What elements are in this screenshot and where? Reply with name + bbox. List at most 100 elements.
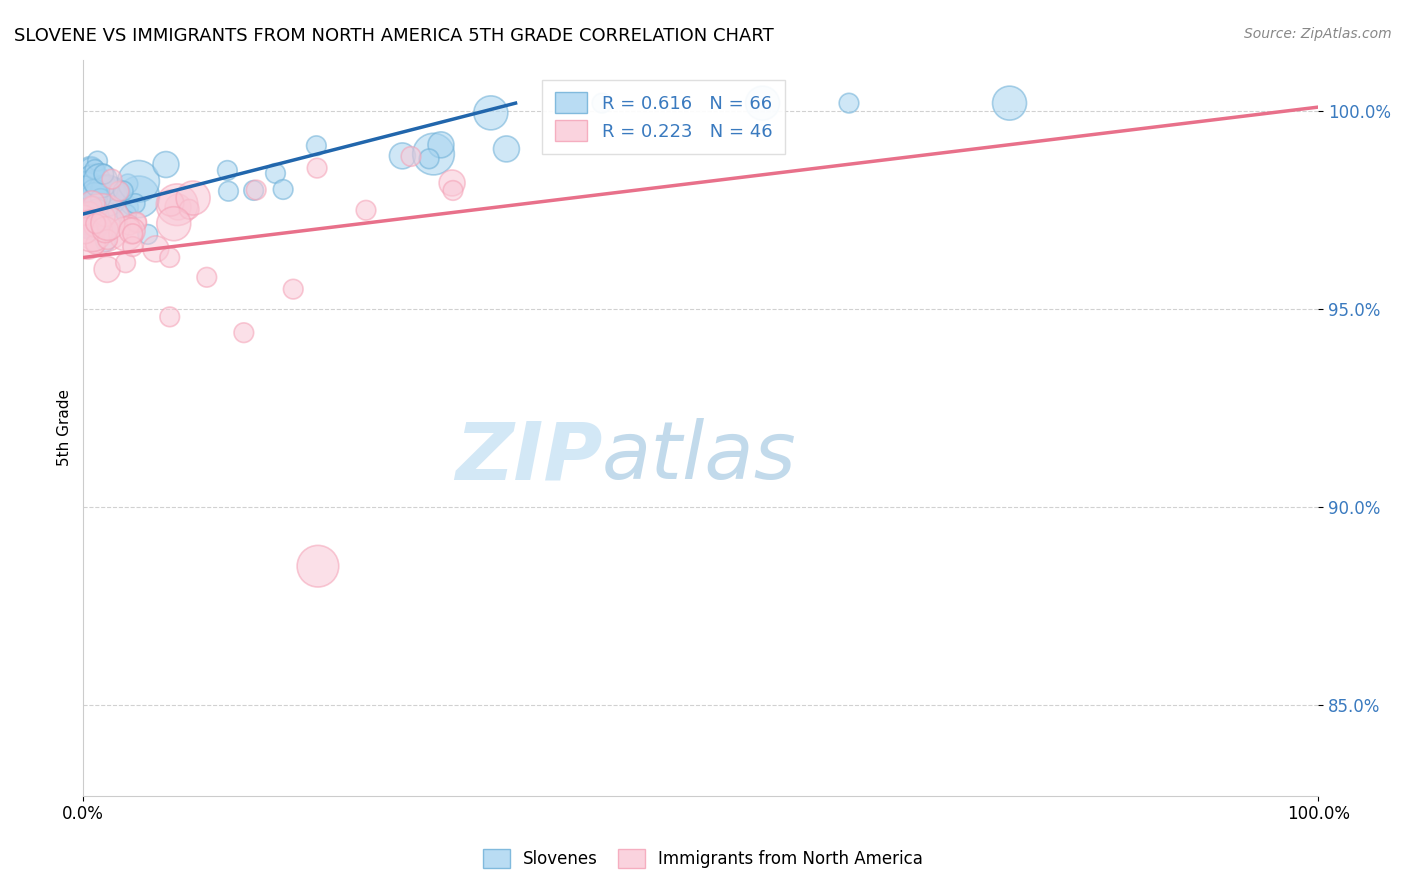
Point [181,191,204,205]
Point [73,206,96,220]
Point [75,197,97,211]
Point [112,184,135,198]
Point [163,217,186,231]
Point [479,106,502,120]
Point [79,188,101,202]
Point [125,215,148,229]
Point [100,186,122,201]
Point [86,202,108,216]
Point [159,310,181,324]
Point [159,251,181,265]
Point [117,177,139,191]
Point [121,224,143,238]
Point [160,196,183,211]
Text: Source: ZipAtlas.com: Source: ZipAtlas.com [1244,27,1392,41]
Point [80,197,103,211]
Point [121,239,143,253]
Point [218,184,240,198]
Point [73,208,96,222]
Point [89,189,111,203]
Point [418,152,440,166]
Point [115,207,138,221]
Point [422,147,444,161]
Legend: Slovenes, Immigrants from North America: Slovenes, Immigrants from North America [477,843,929,875]
Point [90,192,112,206]
Point [96,188,118,202]
Point [125,216,148,230]
Point [128,190,150,204]
Point [114,201,136,215]
Point [76,198,98,212]
Point [89,193,111,207]
Point [307,161,329,175]
Point [82,166,104,180]
Point [83,188,105,202]
Point [232,326,254,340]
Point [307,559,329,574]
Legend: R = 0.616   N = 66, R = 0.223   N = 46: R = 0.616 N = 66, R = 0.223 N = 46 [543,79,785,154]
Point [118,218,141,232]
Point [121,227,143,241]
Point [97,186,120,200]
Point [80,224,103,238]
Point [128,174,150,188]
Point [136,227,159,242]
Point [94,182,117,196]
Point [217,163,239,178]
Point [97,216,120,230]
Point [145,242,167,256]
Point [89,174,111,188]
Point [89,183,111,197]
Point [89,213,111,227]
Point [115,227,138,241]
Text: atlas: atlas [602,418,797,496]
Point [80,163,103,178]
Point [441,184,464,198]
Point [399,149,422,163]
Point [179,202,201,217]
Point [242,183,264,197]
Point [94,222,117,236]
Point [82,192,104,206]
Point [245,183,267,197]
Point [838,96,860,111]
Point [167,200,190,214]
Point [93,167,115,181]
Point [84,210,107,224]
Point [114,256,136,270]
Point [76,235,98,249]
Point [94,210,117,224]
Point [83,186,105,200]
Point [124,196,146,211]
Point [80,196,103,211]
Point [591,96,613,111]
Point [108,185,131,199]
Point [84,237,107,252]
Point [84,217,107,231]
Point [166,198,188,212]
Point [354,203,377,218]
Point [80,211,103,225]
Point [73,186,96,200]
Point [79,162,101,177]
Point [998,96,1021,111]
Point [86,154,108,169]
Y-axis label: 5th Grade: 5th Grade [58,389,72,467]
Point [79,174,101,188]
Point [83,175,105,189]
Point [97,233,120,247]
Point [155,157,177,171]
Point [90,216,112,230]
Point [89,209,111,223]
Point [86,218,108,232]
Point [104,184,127,198]
Point [441,176,464,190]
Point [271,182,294,196]
Point [430,137,453,152]
Point [101,172,124,186]
Point [495,142,517,156]
Point [96,262,118,277]
Text: ZIP: ZIP [454,418,602,496]
Point [77,218,100,232]
Point [94,235,117,249]
